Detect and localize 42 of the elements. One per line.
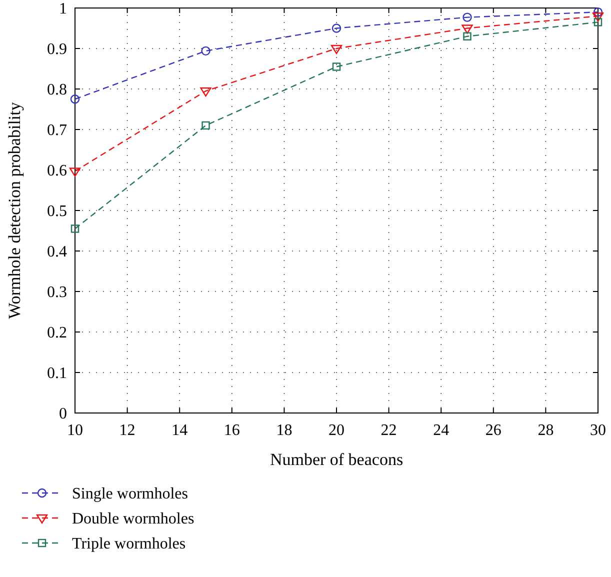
point — [332, 62, 341, 71]
point — [70, 94, 80, 104]
x-tick-label: 24 — [433, 422, 450, 439]
point — [201, 46, 210, 56]
y-tick-label: 0.9 — [47, 41, 67, 58]
y-tick-label: 0.7 — [47, 122, 67, 140]
point — [463, 32, 472, 40]
y-tick-label: 0.3 — [47, 284, 67, 302]
x-axis-title: Number of beacons — [270, 450, 404, 469]
x-tick-label: 14 — [172, 422, 188, 439]
point — [462, 12, 472, 22]
point — [332, 24, 342, 33]
x-tick-label: 16 — [224, 422, 240, 439]
x-tick-label: 28 — [538, 422, 554, 439]
y-tick-label: 1 — [59, 0, 67, 18]
point — [594, 18, 602, 26]
y-tick-label: 0.5 — [47, 203, 67, 220]
point — [70, 224, 80, 233]
y-tick-label: 0.4 — [47, 244, 67, 261]
point — [202, 121, 210, 130]
x-tick-label: 22 — [380, 422, 397, 439]
x-tick-label: 18 — [276, 422, 292, 439]
point — [593, 7, 603, 17]
y-axis-title: Wormhole detection probability — [5, 102, 24, 319]
point — [592, 12, 604, 22]
point — [330, 44, 342, 54]
legend-label: Single wormholes — [72, 486, 188, 503]
point — [462, 24, 473, 34]
x-tick-label: 20 — [328, 422, 344, 439]
point — [69, 168, 81, 177]
x-tick-label: 30 — [590, 422, 606, 439]
x-tick-label: 26 — [485, 422, 502, 439]
x-tick-label: 12 — [119, 422, 136, 439]
y-tick-label: 0 — [59, 406, 67, 423]
y-tick-label: 0.2 — [47, 324, 67, 342]
legend-label: Double wormholes — [72, 510, 194, 528]
point — [200, 87, 212, 97]
y-tick-label: 0.6 — [47, 162, 67, 180]
x-tick-label: 10 — [67, 422, 83, 439]
y-tick-label: 0.1 — [47, 365, 67, 382]
legend-label: Triple wormholes — [72, 536, 186, 553]
y-tick-label: 0.8 — [47, 82, 67, 99]
